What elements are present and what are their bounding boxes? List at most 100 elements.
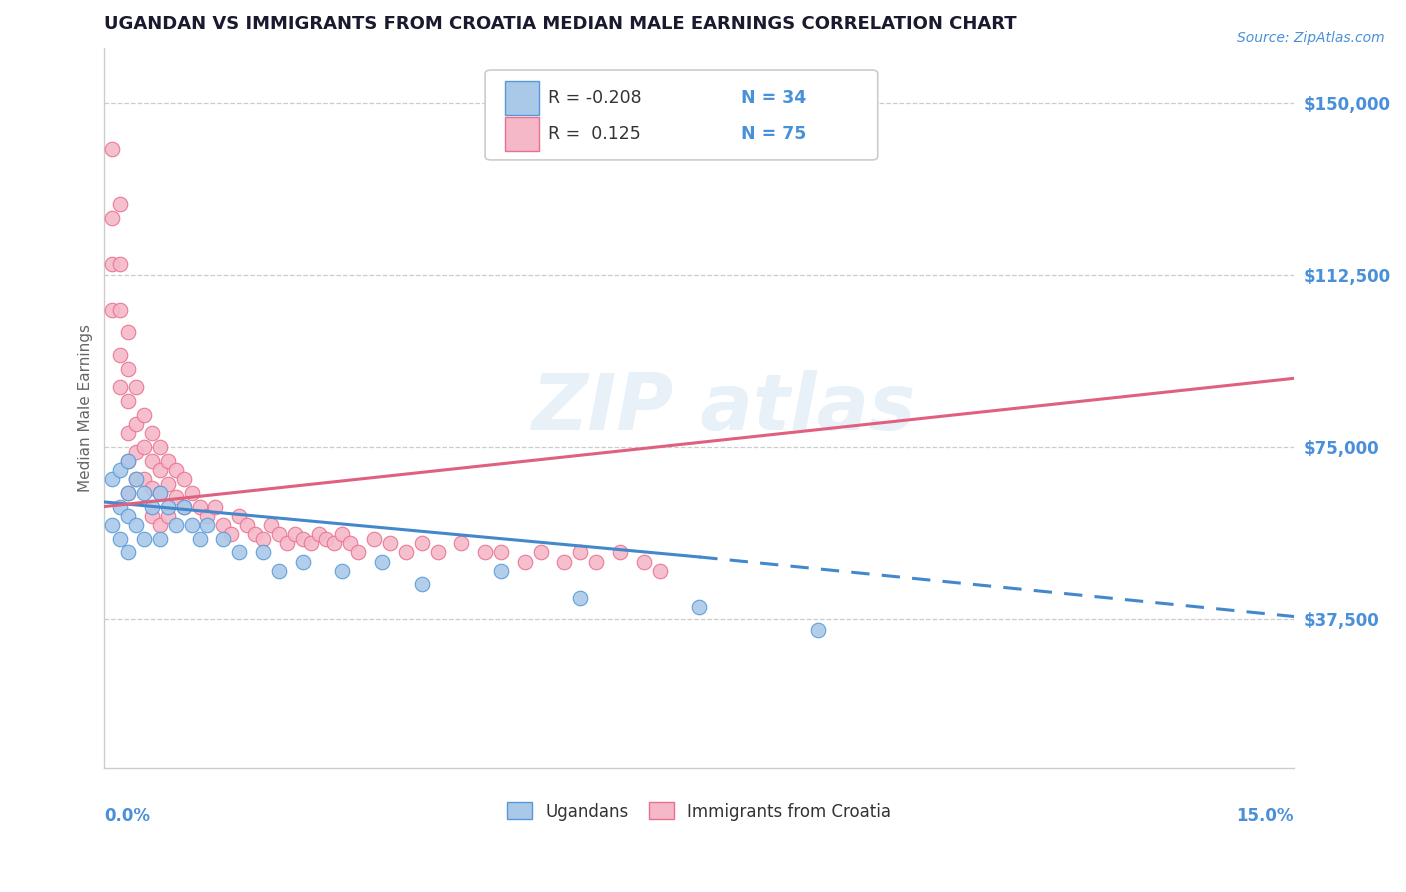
Point [125,472,148,486]
Point [426,545,449,559]
Point [633,555,655,569]
Point [489,564,512,578]
Point [132,532,155,546]
Point [347,545,370,559]
Point [197,508,219,523]
Point [141,481,163,495]
Point [474,545,496,559]
Point [180,517,202,532]
Point [252,545,274,559]
Text: N = 34: N = 34 [741,89,806,107]
Point [252,532,274,546]
Text: N = 75: N = 75 [741,125,806,143]
Point [173,500,195,514]
Text: ZIP atlas: ZIP atlas [531,370,915,446]
Point [411,577,433,591]
Text: UGANDAN VS IMMIGRANTS FROM CROATIA MEDIAN MALE EARNINGS CORRELATION CHART: UGANDAN VS IMMIGRANTS FROM CROATIA MEDIA… [104,15,1017,33]
FancyBboxPatch shape [485,70,877,160]
Point [648,564,671,578]
Point [132,440,155,454]
Point [284,527,307,541]
Point [228,508,250,523]
Text: 0.0%: 0.0% [104,807,150,825]
Point [117,426,139,441]
Point [141,426,163,441]
Point [450,536,472,550]
Point [101,142,124,156]
Point [330,527,353,541]
Point [267,564,290,578]
Point [236,517,259,532]
Point [125,417,148,431]
Point [609,545,631,559]
Point [132,485,155,500]
Point [110,500,132,514]
Point [141,454,163,468]
Legend: Ugandans, Immigrants from Croatia: Ugandans, Immigrants from Croatia [508,802,891,821]
Point [125,472,148,486]
Point [117,454,139,468]
Point [110,302,132,317]
Point [204,500,226,514]
Point [149,517,172,532]
Point [395,545,418,559]
Point [276,536,298,550]
Point [243,527,266,541]
Point [117,545,139,559]
Point [149,532,172,546]
Point [173,500,195,514]
Point [110,197,132,211]
Point [165,491,187,505]
Point [117,362,139,376]
Point [371,555,394,569]
Point [411,536,433,550]
Point [101,517,124,532]
Point [291,532,314,546]
Point [212,532,235,546]
Point [553,555,575,569]
Point [513,555,536,569]
Point [188,532,211,546]
Point [585,555,607,569]
Point [323,536,346,550]
Point [228,545,250,559]
Point [173,472,195,486]
Point [212,517,235,532]
Point [117,485,139,500]
Point [260,517,283,532]
Point [110,380,132,394]
Point [308,527,330,541]
Point [110,348,132,362]
Point [149,440,172,454]
Point [299,536,322,550]
Point [117,326,139,340]
Point [688,600,710,615]
Point [110,532,132,546]
Point [339,536,361,550]
Point [530,545,553,559]
Point [110,257,132,271]
Point [117,454,139,468]
Point [569,591,592,606]
Point [117,394,139,409]
Point [132,408,155,422]
Point [110,463,132,477]
Point [156,454,179,468]
Point [125,380,148,394]
Point [221,527,243,541]
Text: R =  0.125: R = 0.125 [548,125,641,143]
Point [125,517,148,532]
Point [141,508,163,523]
Point [807,624,830,638]
Point [156,476,179,491]
Point [165,463,187,477]
Point [101,302,124,317]
Point [117,508,139,523]
Point [378,536,401,550]
Point [156,508,179,523]
Bar [505,117,538,152]
Point [149,485,172,500]
Point [363,532,385,546]
Point [101,211,124,225]
Point [188,500,211,514]
